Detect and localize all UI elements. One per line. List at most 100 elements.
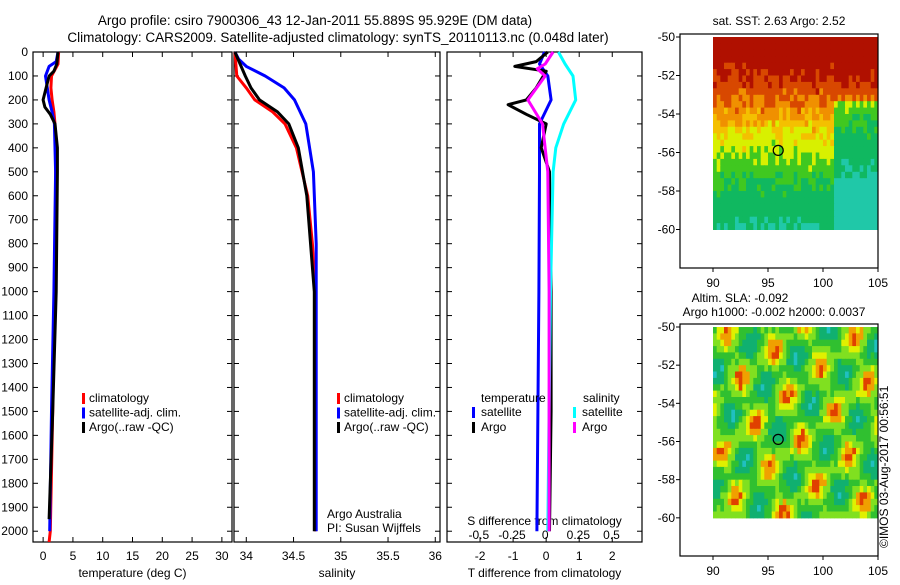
legend-swatch (337, 422, 340, 433)
series-line-climatology (233, 51, 317, 532)
lat-tick-label: -50 (658, 320, 676, 334)
lon-tick-label: 100 (813, 564, 833, 578)
map2-title-line2: Argo h1000: -0.002 h2000: 0.0037 (683, 305, 866, 319)
x-axis-label: salinity (319, 566, 356, 580)
lat-tick-label: -50 (658, 30, 676, 44)
lon-tick-label: 105 (868, 564, 888, 578)
series-line-satellite-adj-clim- (44, 51, 60, 532)
lon-tick-label: 95 (761, 564, 775, 578)
x-tick-label: 20 (156, 549, 170, 563)
x-tick-label: 2 (609, 549, 616, 563)
series-line-temperature-argo (506, 50, 553, 532)
map1-title: sat. SST: 2.63 Argo: 2.52 (713, 14, 846, 28)
lon-tick-label: 90 (706, 276, 720, 290)
x-tick-label: 5 (70, 549, 77, 563)
depth-tick-label: 0 (21, 45, 28, 59)
depth-tick-label: 2000 (1, 524, 28, 538)
figure-title-line1: Argo profile: csiro 7900306_43 12-Jan-20… (98, 13, 532, 28)
depth-tick-label: 1100 (2, 309, 28, 323)
plot-frame-2 (233, 51, 441, 543)
legend-header-temperature: temperature (481, 391, 546, 405)
map-2-frame (679, 323, 879, 557)
x-axis-label: temperature (deg C) (78, 566, 186, 580)
series-line-satellite-adj-clim- (233, 51, 318, 532)
x-tick-label: 15 (126, 549, 140, 563)
depth-tick-label: 500 (8, 165, 28, 179)
legend-label: satellite-adj. clim. (89, 406, 181, 420)
credit-label: ©IMOS 03-Aug-2017 00:56:51 (877, 385, 891, 548)
plot-frame-1 (32, 51, 233, 543)
series-line-salinity-argo (526, 51, 555, 532)
s-axis-label: S difference from climatology (467, 514, 622, 528)
legend-label: climatology (344, 391, 404, 405)
depth-tick-label: 1900 (1, 500, 28, 514)
s-tick-label: -0.25 (498, 528, 526, 542)
depth-tick-label: 400 (8, 141, 28, 155)
x-tick-label: 34.5 (282, 549, 306, 563)
depth-tick-label: 700 (8, 213, 28, 227)
map2-title-line1: Altim. SLA: -0.092 (692, 291, 789, 305)
lon-tick-label: 100 (813, 276, 833, 290)
depth-tick-label: 300 (8, 117, 28, 131)
map-1-heatmap (713, 37, 879, 230)
depth-tick-label: 1400 (1, 380, 28, 394)
x-tick-label: -2 (475, 549, 486, 563)
lat-tick-label: -52 (658, 69, 676, 83)
legend-header-salinity: salinity (583, 391, 620, 405)
legend-swatch (337, 393, 340, 404)
depth-tick-label: 1700 (1, 452, 28, 466)
map-2-heatmap (713, 327, 879, 519)
lat-tick-label: -58 (658, 184, 676, 198)
x-tick-label: 1 (576, 549, 583, 563)
series-line-argo-raw-qc- (41, 51, 60, 520)
legend-swatch (82, 422, 85, 433)
legend-swatch (573, 407, 576, 418)
s-tick-label: -0.5 (468, 528, 489, 542)
depth-tick-label: 800 (8, 237, 28, 251)
depth-tick-label: 1600 (1, 428, 28, 442)
x-tick-label: 36 (429, 549, 443, 563)
x-tick-label: 30 (215, 549, 229, 563)
legend-label: Argo(..raw -QC) (89, 420, 174, 434)
x-tick-label: 34 (240, 549, 254, 563)
depth-tick-label: 200 (8, 93, 28, 107)
depth-tick-label: 100 (8, 69, 28, 83)
x-tick-label: 35.5 (376, 549, 400, 563)
figure-title-line2: Climatology: CARS2009. Satellite-adjuste… (67, 30, 608, 45)
depth-tick-label: 1300 (1, 356, 28, 370)
legend-label: satellite-adj. clim. (344, 406, 436, 420)
lon-tick-label: 95 (761, 276, 775, 290)
series-line-temperature-satellite (535, 51, 553, 532)
legend-swatch (82, 393, 85, 404)
s-tick-label: 0.5 (603, 528, 620, 542)
lat-tick-label: -52 (658, 358, 676, 372)
depth-tick-label: 1500 (1, 404, 28, 418)
map-1-frame (679, 33, 879, 269)
lat-tick-label: -60 (658, 511, 676, 525)
lat-tick-label: -54 (658, 396, 676, 410)
legend-swatch (472, 407, 475, 418)
x-tick-label: 10 (96, 549, 110, 563)
legend-label: satellite (582, 405, 623, 419)
legend-label: satellite (481, 405, 522, 419)
lat-tick-label: -56 (658, 146, 676, 160)
legend-swatch (573, 422, 576, 433)
lat-tick-label: -58 (658, 473, 676, 487)
lon-tick-label: 105 (868, 276, 888, 290)
legend-label: Argo(..raw -QC) (344, 420, 429, 434)
x-tick-label: 35 (334, 549, 348, 563)
legend-label: Argo (582, 420, 608, 434)
s-tick-label: 0 (542, 528, 549, 542)
legend-swatch (82, 407, 85, 419)
x-tick-label: -1 (508, 549, 519, 563)
x-tick-label: 0 (40, 549, 47, 563)
series-line-argo-raw-qc- (233, 51, 316, 532)
lat-tick-label: -60 (658, 223, 676, 237)
argo-location-marker-icon (772, 433, 784, 445)
lon-tick-label: 90 (706, 564, 720, 578)
s-tick-label: 0.25 (567, 528, 591, 542)
series-line-salinity-satellite (546, 51, 578, 532)
attribution-line2: PI: Susan Wijffels (327, 521, 421, 535)
depth-tick-label: 900 (8, 261, 28, 275)
